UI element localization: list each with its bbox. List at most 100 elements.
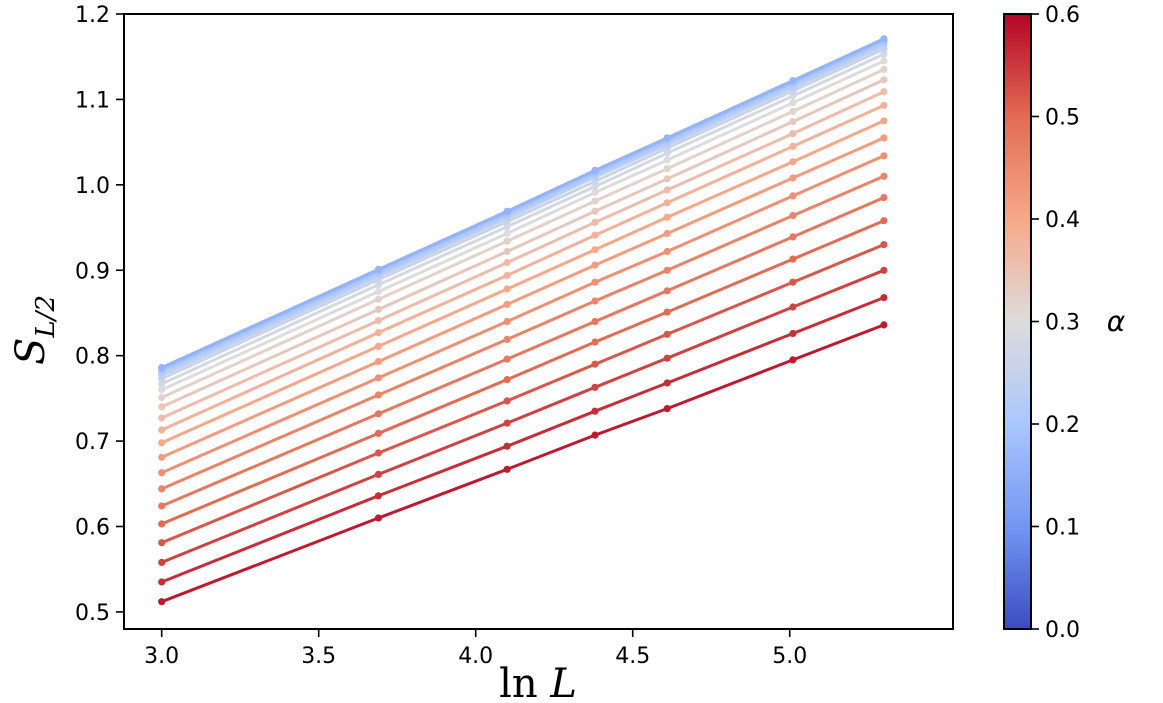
data-point bbox=[374, 305, 382, 314]
data-point bbox=[591, 188, 599, 197]
data-point bbox=[374, 317, 382, 325]
y-axis: 0.5 0.6 0.7 0.8 0.9 1.0 1.1 1.2 bbox=[75, 3, 124, 626]
data-point bbox=[591, 261, 599, 269]
data-point bbox=[158, 520, 166, 528]
y-tick-label: 0.5 bbox=[75, 601, 110, 626]
data-point bbox=[789, 99, 797, 107]
data-point bbox=[503, 223, 511, 231]
data-point bbox=[503, 335, 511, 343]
data-point bbox=[158, 485, 166, 493]
series-9 bbox=[158, 117, 888, 447]
data-point bbox=[158, 598, 166, 606]
y-tick-label: 1.1 bbox=[75, 88, 110, 113]
series-line bbox=[161, 90, 885, 420]
data-point bbox=[663, 199, 671, 207]
data-point bbox=[663, 213, 671, 221]
y-tick-label: 0.8 bbox=[75, 345, 110, 370]
data-point bbox=[503, 442, 511, 450]
series-1 bbox=[158, 294, 888, 586]
data-point bbox=[663, 308, 671, 316]
data-point bbox=[880, 57, 888, 65]
data-point bbox=[374, 265, 382, 273]
series-13 bbox=[158, 65, 888, 402]
data-point bbox=[663, 134, 671, 142]
data-point bbox=[789, 212, 797, 220]
series-0 bbox=[158, 321, 888, 606]
data-point bbox=[503, 259, 511, 267]
data-point bbox=[503, 355, 511, 363]
series-line bbox=[161, 136, 885, 459]
data-point bbox=[880, 134, 888, 142]
y-tick-label: 0.9 bbox=[75, 259, 110, 284]
data-point bbox=[503, 376, 511, 384]
colorbar-tick-label: 0.2 bbox=[1045, 413, 1080, 438]
data-point bbox=[591, 218, 599, 226]
colorbar-ticks: 0.0 0.1 0.2 0.3 0.4 0.5 0.6 bbox=[1031, 3, 1080, 643]
series-15 bbox=[158, 50, 888, 388]
series-21 bbox=[158, 35, 888, 372]
series-5 bbox=[158, 194, 888, 510]
data-point bbox=[591, 197, 599, 205]
colorbar-tick-label: 0.5 bbox=[1045, 106, 1080, 131]
data-point bbox=[158, 469, 166, 477]
data-point bbox=[158, 393, 166, 402]
data-point bbox=[503, 317, 511, 326]
data-point bbox=[880, 321, 888, 329]
y-axis-label: SL/2 bbox=[8, 295, 61, 365]
series-14 bbox=[158, 57, 888, 394]
series-line bbox=[161, 68, 885, 399]
data-point bbox=[789, 174, 797, 182]
series-line bbox=[161, 47, 885, 381]
data-point bbox=[880, 35, 888, 43]
data-point bbox=[663, 186, 671, 194]
y-tick-label: 0.7 bbox=[75, 430, 110, 455]
data-point bbox=[591, 278, 599, 286]
data-point bbox=[503, 207, 511, 215]
data-point bbox=[789, 278, 797, 286]
data-point bbox=[789, 107, 797, 115]
data-point bbox=[158, 453, 166, 461]
data-point bbox=[880, 50, 888, 58]
data-point bbox=[374, 391, 382, 399]
data-point bbox=[158, 426, 166, 434]
series-12 bbox=[158, 76, 888, 411]
data-point bbox=[374, 429, 382, 437]
plot-frame bbox=[123, 13, 954, 630]
x-tick-label: 4.0 bbox=[458, 644, 493, 669]
colorbar-tick-label: 0.1 bbox=[1045, 516, 1080, 541]
y-tick-label: 1.0 bbox=[75, 174, 110, 199]
x-tick-label: 3.5 bbox=[301, 644, 336, 669]
series-2 bbox=[158, 266, 888, 567]
y-axis-label-var: S bbox=[8, 338, 54, 365]
data-point bbox=[158, 439, 166, 447]
colorbar-tick-label: 0.0 bbox=[1045, 618, 1080, 643]
data-point bbox=[374, 329, 382, 337]
data-point bbox=[789, 158, 797, 166]
data-point bbox=[880, 172, 888, 180]
data-point bbox=[591, 246, 599, 254]
data-point bbox=[158, 502, 166, 510]
series-line bbox=[161, 52, 885, 386]
data-point bbox=[158, 386, 166, 394]
x-tick-label: 5.0 bbox=[772, 644, 807, 669]
colorbar bbox=[1003, 13, 1032, 630]
data-point bbox=[663, 330, 671, 338]
x-tick-label: 3.0 bbox=[144, 644, 179, 669]
data-point bbox=[158, 558, 166, 567]
data-point bbox=[591, 166, 599, 174]
series-line bbox=[161, 174, 885, 491]
data-point bbox=[158, 414, 166, 422]
data-point bbox=[503, 300, 511, 308]
data-point bbox=[591, 297, 599, 305]
data-point bbox=[663, 266, 671, 274]
colorbar-tick-label: 0.3 bbox=[1045, 311, 1080, 336]
data-point bbox=[503, 237, 511, 245]
data-point bbox=[158, 539, 166, 547]
data-point bbox=[158, 364, 166, 372]
data-point bbox=[880, 88, 888, 96]
data-point bbox=[663, 229, 671, 238]
data-point bbox=[663, 156, 671, 164]
series-3 bbox=[158, 241, 888, 547]
data-point bbox=[374, 514, 382, 522]
data-point bbox=[663, 405, 671, 413]
